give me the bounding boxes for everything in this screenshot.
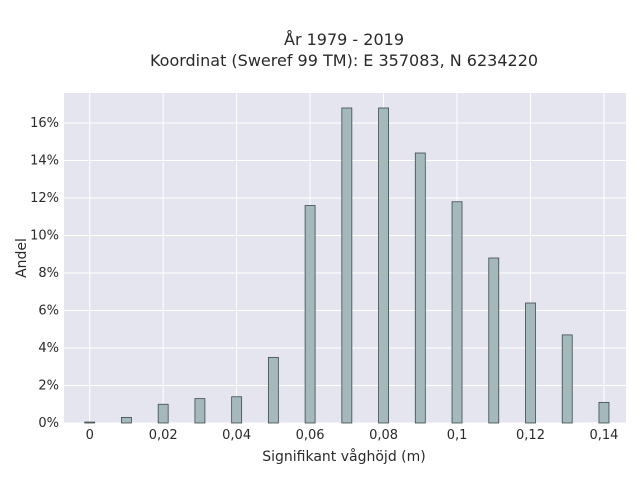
x-axis-label: Signifikant våghöjd (m) (262, 448, 425, 465)
y-tick-label: 2% (38, 379, 59, 394)
y-tick-label: 6% (38, 304, 59, 319)
bar (157, 403, 169, 424)
x-tick-label: 0,04 (222, 428, 251, 443)
chart-subtitle: Koordinat (Sweref 99 TM): E 357083, N 62… (150, 51, 538, 70)
bar (488, 257, 500, 424)
bars (84, 107, 610, 424)
bar (84, 421, 96, 424)
y-tick-label: 0% (38, 416, 59, 431)
y-tick-label: 4% (38, 341, 59, 356)
x-tick-label: 0,1 (447, 428, 468, 443)
bar (598, 401, 610, 424)
y-tick-label: 14% (30, 154, 59, 169)
bar (341, 107, 353, 424)
chart-title: År 1979 - 2019 (284, 30, 404, 49)
x-tick-label: 0,12 (516, 428, 545, 443)
bar (414, 152, 426, 424)
x-tick-label: 0 (86, 428, 94, 443)
bar (378, 107, 389, 424)
y-tick-label: 16% (30, 116, 59, 131)
bar (525, 302, 536, 424)
y-axis-label: Andel (14, 238, 30, 278)
x-tick-label: 0,06 (296, 428, 325, 443)
y-tick-label: 8% (38, 266, 59, 281)
x-tick-label: 0,08 (369, 428, 398, 443)
bar (561, 334, 573, 424)
bar (451, 201, 463, 424)
y-tick-label: 12% (30, 191, 59, 206)
bar (304, 205, 316, 424)
x-axis-ticks: 0 0,02 0,04 0,06 0,08 0,1 0,12 0,14 (86, 428, 619, 443)
bar (121, 416, 132, 424)
y-tick-label: 10% (30, 229, 59, 244)
bar (231, 396, 243, 424)
x-tick-label: 0,14 (589, 428, 618, 443)
y-axis-ticks: 0% 2% 4% 6% 8% 10% 12% 14% 16% (30, 116, 59, 431)
x-tick-label: 0,02 (149, 428, 178, 443)
bar (267, 356, 279, 424)
bar (194, 398, 206, 424)
